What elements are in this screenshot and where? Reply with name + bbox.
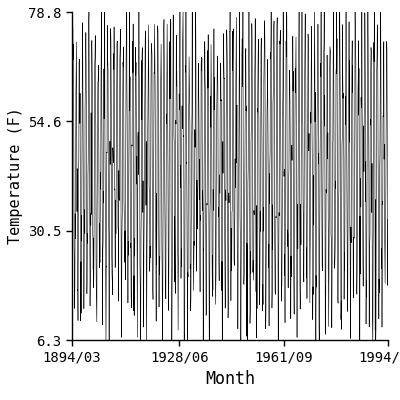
Y-axis label: Temperature (F): Temperature (F) — [8, 108, 22, 244]
X-axis label: Month: Month — [205, 370, 255, 388]
